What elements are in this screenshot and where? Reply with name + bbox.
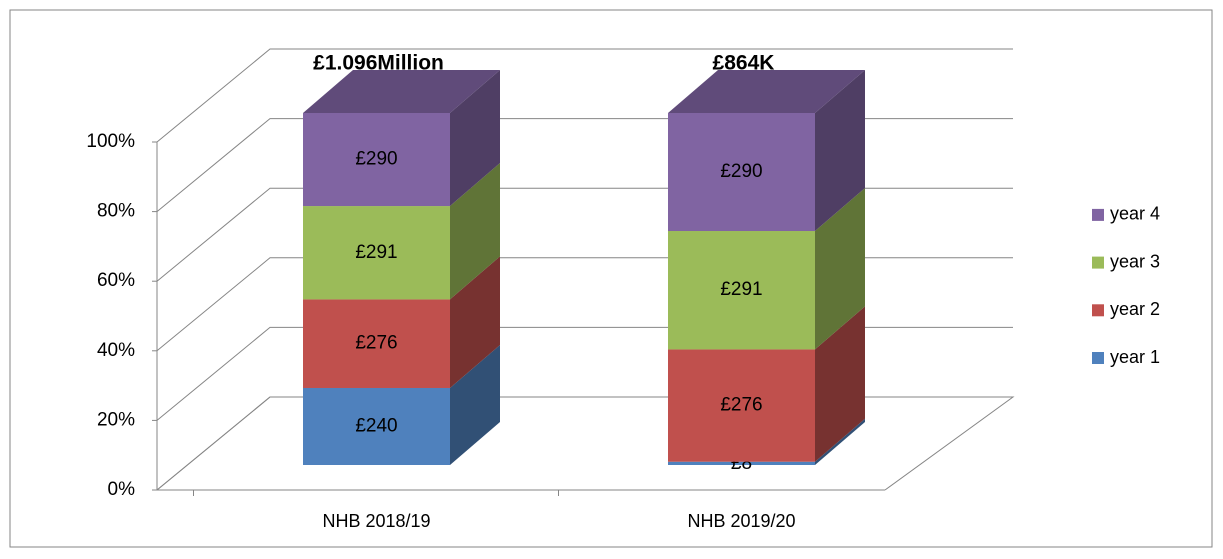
data-label: £240 bbox=[355, 416, 397, 437]
bar-side bbox=[450, 163, 500, 300]
bar-front bbox=[668, 349, 815, 462]
legend-label: year 3 bbox=[1110, 251, 1160, 271]
y-tick-label: 20% bbox=[97, 409, 135, 430]
y-tick-label: 80% bbox=[97, 201, 135, 222]
bar-side bbox=[815, 70, 865, 232]
legend-swatch bbox=[1092, 304, 1104, 317]
legend-swatch bbox=[1092, 256, 1104, 269]
annotation: £1.096Million bbox=[313, 52, 444, 75]
y-tick-label: 0% bbox=[108, 479, 136, 500]
data-label: £290 bbox=[355, 149, 397, 170]
bar-top bbox=[303, 70, 500, 113]
y-tick-label: 60% bbox=[97, 270, 135, 291]
bar-front bbox=[303, 387, 450, 465]
data-label: £290 bbox=[720, 161, 762, 182]
data-label: £291 bbox=[720, 279, 762, 300]
data-label: £291 bbox=[355, 242, 397, 263]
y-tick-label: 40% bbox=[97, 340, 135, 361]
chart-frame bbox=[9, 9, 1213, 548]
legend-swatch bbox=[1092, 208, 1104, 221]
floor bbox=[156, 396, 1015, 491]
bar-side bbox=[815, 418, 865, 465]
y-tick-label: 100% bbox=[86, 131, 135, 152]
annotation: £864K bbox=[713, 52, 775, 75]
bar-side bbox=[815, 306, 865, 462]
bar-side bbox=[450, 70, 500, 207]
data-label: £276 bbox=[720, 395, 762, 416]
grid-line bbox=[156, 48, 1013, 143]
bar-front bbox=[668, 231, 815, 350]
legend-label: year 2 bbox=[1110, 299, 1160, 319]
bar-side bbox=[450, 256, 500, 388]
data-label: £276 bbox=[355, 333, 397, 354]
x-tick-label: NHB 2018/19 bbox=[322, 511, 430, 531]
bar-front bbox=[303, 113, 450, 207]
bar-top bbox=[668, 70, 865, 113]
bar-front bbox=[668, 461, 815, 465]
bar-front bbox=[668, 113, 815, 232]
bar-side bbox=[815, 188, 865, 350]
legend-label: year 1 bbox=[1110, 347, 1160, 367]
legend-label: year 4 bbox=[1110, 204, 1160, 224]
bar-front bbox=[303, 206, 450, 300]
x-tick-label: NHB 2019/20 bbox=[687, 511, 795, 531]
bar-front bbox=[303, 299, 450, 388]
bar-side bbox=[450, 344, 500, 465]
legend-swatch bbox=[1092, 352, 1104, 364]
